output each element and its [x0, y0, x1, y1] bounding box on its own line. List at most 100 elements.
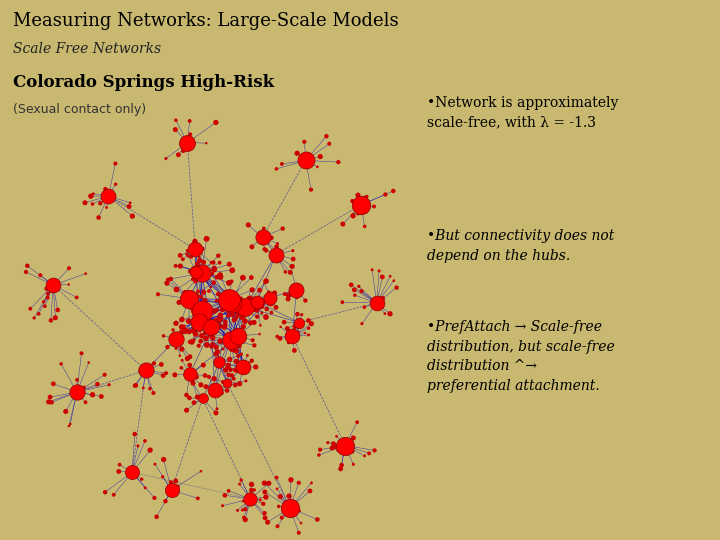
- Point: [348, 434, 359, 442]
- Point: [39, 302, 50, 310]
- Point: [184, 361, 195, 369]
- Point: [263, 479, 274, 488]
- Point: [254, 301, 266, 309]
- Point: [99, 185, 111, 193]
- Point: [232, 310, 243, 319]
- Point: [246, 273, 257, 282]
- Point: [233, 330, 245, 339]
- Point: [179, 326, 191, 334]
- Point: [177, 328, 189, 336]
- Point: [223, 295, 235, 304]
- Point: [94, 199, 106, 207]
- Point: [178, 146, 189, 155]
- Point: [222, 362, 233, 371]
- Point: [282, 295, 294, 303]
- Point: [190, 268, 202, 277]
- Point: [243, 221, 254, 230]
- Point: [276, 514, 287, 522]
- Point: [208, 374, 220, 383]
- Point: [223, 370, 235, 379]
- Point: [213, 314, 225, 322]
- Point: [181, 406, 192, 415]
- Point: [291, 500, 302, 509]
- Point: [295, 519, 307, 528]
- Point: [230, 347, 241, 355]
- Point: [86, 200, 98, 208]
- Point: [184, 338, 196, 346]
- Point: [246, 286, 258, 294]
- Point: [227, 310, 238, 319]
- Point: [255, 321, 266, 330]
- Point: [176, 363, 187, 372]
- Point: [63, 280, 74, 289]
- Point: [220, 321, 231, 329]
- Point: [220, 318, 231, 326]
- Point: [234, 335, 246, 344]
- Point: [170, 477, 181, 485]
- Point: [41, 284, 53, 293]
- Point: [165, 275, 176, 284]
- Point: [242, 360, 253, 368]
- Point: [162, 275, 174, 284]
- Point: [169, 370, 181, 379]
- Point: [300, 329, 311, 338]
- Point: [197, 245, 208, 253]
- Point: [170, 344, 181, 353]
- Point: [359, 303, 370, 312]
- Point: [263, 288, 274, 296]
- Point: [183, 252, 194, 260]
- Point: [176, 298, 188, 307]
- Point: [210, 389, 221, 397]
- Point: [203, 313, 215, 321]
- Point: [289, 323, 300, 332]
- Point: [233, 340, 245, 349]
- Point: [110, 180, 122, 188]
- Point: [224, 355, 235, 364]
- Point: [165, 478, 176, 487]
- Point: [248, 485, 260, 494]
- Point: [212, 321, 224, 329]
- Point: [264, 296, 276, 305]
- Point: [190, 277, 202, 286]
- Text: •But connectivity does not
depend on the hubs.: •But connectivity does not depend on the…: [427, 230, 614, 263]
- Point: [211, 316, 222, 325]
- Point: [194, 327, 206, 336]
- Point: [181, 354, 193, 363]
- Point: [258, 509, 270, 517]
- Point: [351, 418, 363, 427]
- Point: [300, 156, 312, 165]
- Point: [230, 381, 241, 389]
- Point: [235, 361, 247, 369]
- Point: [186, 304, 198, 313]
- Point: [284, 492, 296, 501]
- Point: [202, 306, 214, 314]
- Point: [24, 305, 36, 313]
- Point: [245, 495, 256, 503]
- Point: [258, 500, 269, 508]
- Point: [231, 342, 243, 350]
- Point: [204, 266, 215, 275]
- Point: [179, 326, 191, 334]
- Point: [179, 327, 191, 336]
- Point: [38, 298, 50, 306]
- Point: [274, 492, 286, 501]
- Point: [226, 371, 238, 380]
- Point: [232, 312, 243, 320]
- Point: [258, 245, 270, 254]
- Point: [144, 363, 156, 372]
- Point: [194, 326, 205, 334]
- Point: [203, 287, 215, 295]
- Text: •PrefAttach → Scale-free
distribution, but scale-free
distribution ^→
preferenti: •PrefAttach → Scale-free distribution, b…: [427, 320, 614, 393]
- Point: [315, 152, 326, 161]
- Point: [285, 262, 297, 271]
- Point: [195, 337, 207, 346]
- Point: [258, 279, 270, 287]
- Point: [183, 317, 194, 326]
- Point: [158, 455, 169, 464]
- Point: [114, 461, 125, 469]
- Point: [161, 279, 173, 287]
- Point: [233, 359, 244, 368]
- Point: [364, 449, 375, 458]
- Point: [260, 492, 271, 501]
- Point: [207, 258, 219, 267]
